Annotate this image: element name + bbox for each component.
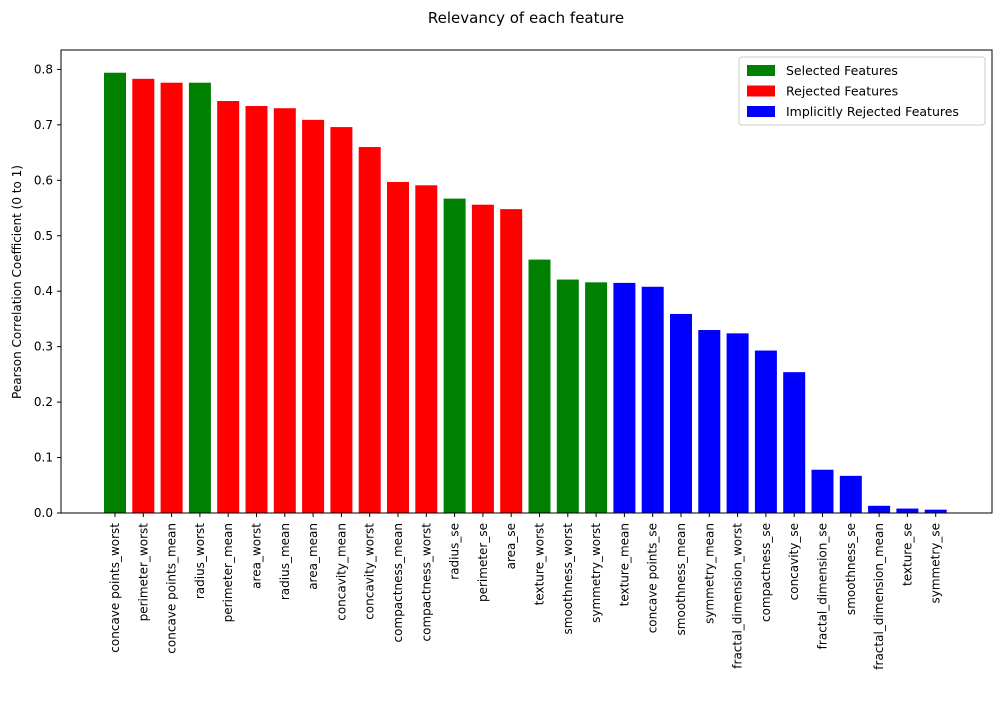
legend-label-1: Rejected Features [786, 84, 898, 99]
chart-title: Relevancy of each feature [428, 9, 624, 27]
x-tick-label-29: symmetry_se [929, 523, 943, 604]
bar-9 [358, 147, 381, 513]
legend-swatch-0 [747, 65, 775, 76]
bars-group [104, 72, 947, 514]
bar-8 [330, 127, 353, 513]
x-tick-label-21: symmetry_mean [702, 523, 716, 624]
x-tick-label-12: radius_se [448, 523, 462, 580]
x-tick-label-8: concavity_mean [334, 523, 348, 621]
x-tick-label-5: area_worst [250, 523, 264, 589]
bar-10 [387, 181, 409, 513]
x-tick-label-6: radius_mean [278, 523, 292, 600]
x-tick-label-18: texture_mean [617, 523, 631, 606]
legend-swatch-1 [747, 85, 775, 97]
x-tick-label-24: concavity_se [787, 523, 801, 600]
y-tick-label-8: 0.8 [34, 62, 53, 76]
bar-28 [896, 508, 919, 513]
x-tick-label-26: smoothness_se [844, 523, 858, 615]
bar-27 [868, 505, 891, 513]
bar-29 [924, 509, 947, 513]
y-tick-label-2: 0.2 [34, 395, 53, 409]
x-tick-label-4: perimeter_mean [221, 523, 235, 622]
x-tick-label-9: concavity_worst [363, 523, 377, 620]
bar-2 [160, 82, 183, 514]
bar-26 [839, 475, 862, 513]
bar-19 [641, 286, 664, 513]
x-tick-label-16: smoothness_worst [561, 523, 575, 635]
bar-15 [528, 259, 551, 513]
x-tick-label-22: fractal_dimension_worst [731, 523, 745, 669]
bar-25 [811, 469, 834, 513]
legend: Selected Features Rejected Features Implic… [738, 56, 986, 126]
bar-23 [754, 350, 777, 513]
legend-label-2: Implicitly Rejected Features [786, 104, 959, 119]
bar-3 [188, 82, 211, 514]
y-axis-ticks: 0.0 0.1 0.2 0.3 0.4 0.5 0.6 0.7 0.8 [34, 62, 61, 520]
x-tick-label-13: perimeter_se [476, 523, 490, 602]
bar-21 [698, 330, 721, 513]
bar-16 [556, 279, 579, 513]
y-tick-label-5: 0.5 [34, 229, 53, 243]
bar-18 [613, 282, 636, 513]
y-tick-label-1: 0.1 [34, 451, 53, 465]
y-tick-label-7: 0.7 [34, 118, 53, 132]
bar-12 [443, 198, 466, 514]
bar-6 [273, 108, 296, 513]
bar-14 [500, 209, 523, 513]
plot-frame [60, 49, 993, 514]
bar-0 [104, 72, 126, 513]
x-axis-ticks: concave points_worst perimeter_worst conca… [108, 513, 943, 670]
bar-4 [217, 101, 240, 513]
x-tick-label-19: concave points_se [646, 523, 660, 633]
y-tick-label-0: 0.0 [34, 506, 53, 520]
legend-frame [738, 56, 986, 126]
y-axis-label: Pearson Correlation Coefficient (0 to 1) [10, 165, 24, 399]
x-tick-label-17: symmetry_worst [589, 523, 603, 623]
x-tick-label-25: fractal_dimension_se [816, 523, 830, 649]
bar-24 [783, 372, 806, 513]
x-tick-label-0: concave points_worst [108, 523, 122, 653]
y-tick-label-3: 0.3 [34, 340, 53, 354]
x-tick-label-20: smoothness_mean [674, 523, 688, 635]
x-tick-label-23: compactness_se [759, 523, 773, 622]
bar-13 [471, 204, 494, 513]
x-tick-label-3: radius_worst [193, 523, 207, 599]
bar-1 [132, 78, 155, 514]
y-tick-label-4: 0.4 [34, 284, 53, 298]
x-tick-label-11: compactness_worst [419, 523, 433, 642]
bar-22 [726, 333, 749, 513]
y-tick-label-6: 0.6 [34, 173, 53, 187]
legend-label-0: Selected Features [786, 63, 898, 78]
legend-swatch-2 [747, 106, 775, 117]
bar-5 [245, 106, 268, 513]
x-tick-label-1: perimeter_worst [136, 523, 150, 622]
x-tick-label-27: fractal_dimension_mean [872, 523, 886, 670]
bar-17 [585, 282, 608, 513]
x-tick-label-15: texture_worst [533, 523, 547, 606]
x-tick-label-10: compactness_mean [391, 523, 405, 642]
bar-20 [670, 313, 692, 513]
x-tick-label-28: texture_se [900, 523, 914, 586]
bar-11 [415, 185, 438, 513]
bar-7 [302, 119, 325, 513]
x-tick-label-2: concave points_mean [165, 523, 179, 654]
x-tick-label-7: area_mean [306, 523, 320, 590]
x-tick-label-14: area_se [504, 523, 518, 569]
